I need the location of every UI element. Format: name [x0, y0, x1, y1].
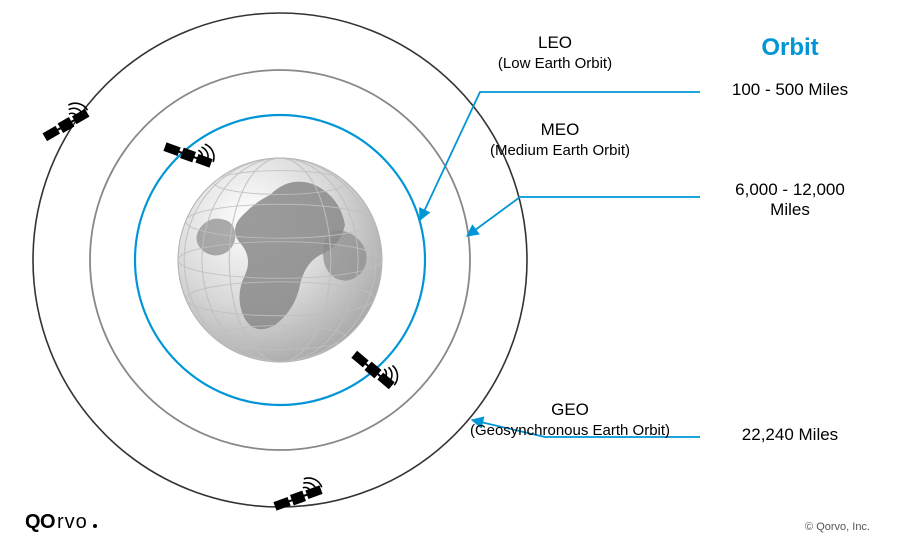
copyright: © Qorvo, Inc. [805, 521, 870, 533]
meo-sublabel: (Medium Earth Orbit) [490, 142, 630, 159]
brand-logo: QOrvo [25, 511, 97, 533]
svg-text:rvo: rvo [57, 511, 88, 533]
meo-distance2: Miles [770, 200, 810, 219]
geo-sublabel: (Geosynchronous Earth Orbit) [470, 422, 670, 439]
leo-distance: 100 - 500 Miles [732, 80, 848, 99]
meo-label: MEO [541, 120, 580, 139]
title: Orbit [761, 34, 818, 61]
leo-sublabel: (Low Earth Orbit) [498, 55, 612, 72]
geo-label: GEO [551, 400, 589, 419]
geo-distance: 22,240 Miles [742, 425, 838, 444]
svg-text:O: O [40, 511, 57, 533]
leo-label: LEO [538, 33, 572, 52]
meo-distance: 6,000 - 12,000 [735, 180, 845, 199]
earth [178, 158, 382, 362]
